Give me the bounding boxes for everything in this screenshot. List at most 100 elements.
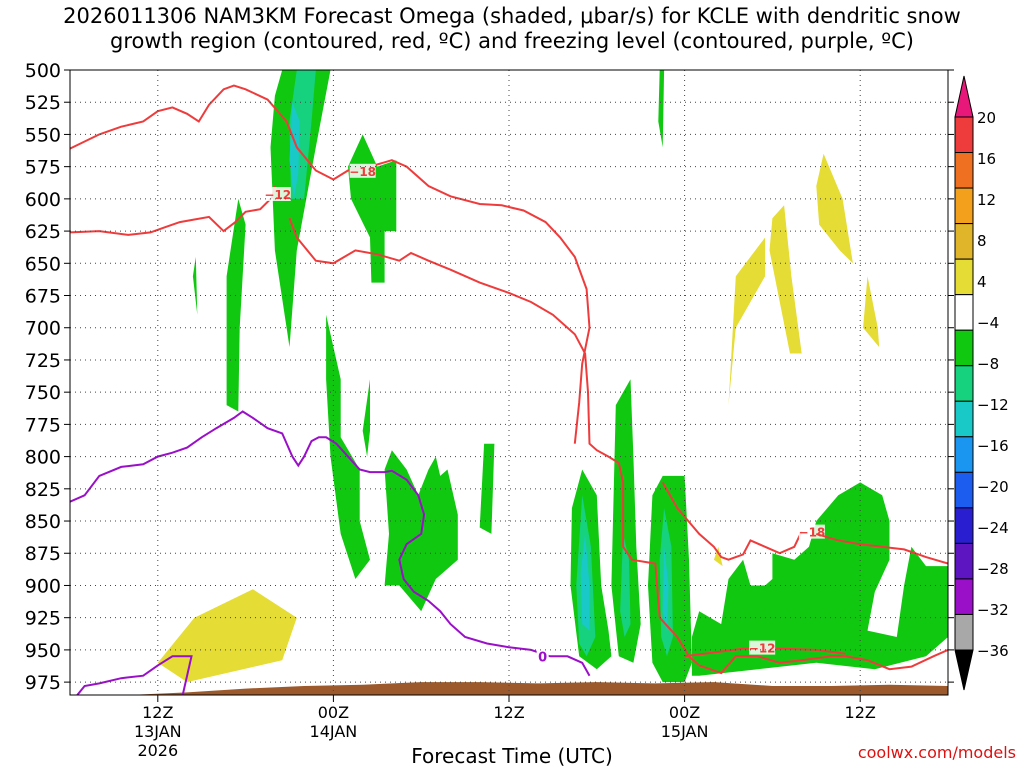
y-tick-label-750: 750 bbox=[25, 382, 61, 404]
colorbar-cell-1 bbox=[954, 152, 974, 189]
dgz-label-bg-0 bbox=[264, 187, 291, 201]
colorbar-label-5: −4 bbox=[977, 314, 999, 332]
x-tick-label-54: 12Z bbox=[845, 703, 876, 722]
plot-area: −12 −18 −18 −12 0 bbox=[70, 70, 948, 695]
freezing-level-line bbox=[70, 410, 591, 677]
freezing-level-secondary bbox=[76, 655, 193, 695]
colorbar-cell-6 bbox=[954, 329, 974, 367]
y-tick-label-700: 700 bbox=[25, 318, 61, 340]
dgz-contour-3 bbox=[661, 481, 803, 561]
colorbar-cell-14 bbox=[954, 613, 974, 651]
omega-region-3 bbox=[816, 153, 853, 264]
y-tick-label-525: 525 bbox=[25, 92, 61, 114]
y-tick-label-925: 925 bbox=[25, 608, 61, 630]
chart-title-line1: 2026011306 NAM3KM Forecast Omega (shaded… bbox=[63, 4, 961, 28]
x-tick-year-6: 2026 bbox=[137, 741, 178, 760]
colorbar-cell-9 bbox=[954, 436, 974, 473]
dgz-contour-0 bbox=[70, 185, 276, 236]
colorbar-cell-13 bbox=[954, 578, 974, 615]
y-tick-label-875: 875 bbox=[25, 543, 61, 565]
colorbar-cell-12 bbox=[954, 542, 974, 580]
x-tick-label-42: 00Z bbox=[669, 703, 700, 722]
dgz-label-0: −12 bbox=[264, 188, 291, 202]
omega-region-1 bbox=[728, 237, 766, 406]
omega-region-7 bbox=[270, 70, 331, 348]
terrain bbox=[70, 682, 948, 695]
colorbar-label-4: 4 bbox=[977, 273, 987, 291]
dgz-label-5: −12 bbox=[749, 642, 776, 656]
x-tick-date-6: 13JAN bbox=[134, 722, 182, 741]
freezing-label: 0 bbox=[538, 650, 547, 665]
omega-region-6 bbox=[226, 198, 246, 412]
colorbar-cell-2 bbox=[954, 187, 974, 225]
axes: 500 525 550 575 600 625 650 675 700 725 750 775 800 8… bbox=[25, 60, 954, 760]
freezing-label-bg bbox=[536, 649, 549, 664]
colorbar-cell-8 bbox=[954, 400, 974, 438]
y-tick-label-800: 800 bbox=[25, 447, 61, 469]
y-tick-label-975: 975 bbox=[25, 672, 61, 694]
dgz-contour-4 bbox=[816, 532, 948, 565]
omega-core-6 bbox=[662, 546, 669, 631]
y-tick-label-500: 500 bbox=[25, 60, 61, 82]
omega-region-0 bbox=[157, 589, 297, 683]
colorbar-label-8: −16 bbox=[977, 437, 1009, 455]
y-tick-label-650: 650 bbox=[25, 253, 61, 275]
omega-region-5 bbox=[713, 546, 723, 567]
grid bbox=[70, 69, 948, 695]
colorbar-cell-11 bbox=[954, 507, 974, 544]
colorbar: 20 16 12 8 4 −4 −8 −12 −16 −20 −24 −28 −32 −36 bbox=[954, 75, 1009, 691]
y-tick-label-675: 675 bbox=[25, 286, 61, 308]
colorbar-label-3: 8 bbox=[977, 232, 987, 250]
omega-core-1 bbox=[289, 102, 300, 199]
colorbar-label-13: −36 bbox=[977, 642, 1009, 660]
colorbar-cell-3 bbox=[954, 223, 974, 260]
colorbar-label-2: 12 bbox=[977, 191, 996, 209]
omega-core-3 bbox=[580, 533, 590, 631]
colorbar-bottom-triangle bbox=[954, 649, 974, 691]
colorbar-label-9: −20 bbox=[977, 478, 1009, 496]
colorbar-cell-10 bbox=[954, 471, 974, 509]
omega-region-11 bbox=[362, 379, 370, 457]
chart-title-line2: growth region (contoured, red, ºC) and f… bbox=[110, 29, 914, 53]
x-tick-date-42: 15JAN bbox=[661, 722, 709, 741]
omega-region-15 bbox=[611, 379, 641, 663]
colorbar-cell-0 bbox=[954, 116, 974, 154]
x-tick-date-18: 14JAN bbox=[310, 722, 358, 741]
y-tick-label-550: 550 bbox=[25, 124, 61, 146]
chart-title: 2026011306 NAM3KM Forecast Omega (shaded… bbox=[0, 4, 1024, 54]
y-tick-label-900: 900 bbox=[25, 575, 61, 597]
y-tick-label-775: 775 bbox=[25, 414, 61, 436]
omega-region-4 bbox=[863, 276, 880, 348]
dgz-label-bg-5 bbox=[749, 640, 776, 655]
omega-region-16 bbox=[658, 70, 665, 148]
omega-region-8 bbox=[192, 256, 198, 315]
dgz-contour-2 bbox=[288, 217, 948, 675]
omega-region-10 bbox=[326, 314, 370, 579]
colorbar-label-0: 20 bbox=[977, 109, 996, 127]
colorbar-label-12: −32 bbox=[977, 601, 1009, 619]
y-tick-label-575: 575 bbox=[25, 157, 61, 179]
x-tick-label-6: 12Z bbox=[142, 703, 173, 722]
dgz-label-bg-1 bbox=[349, 163, 376, 178]
x-tick-label-30: 12Z bbox=[493, 703, 524, 722]
omega-region-13 bbox=[479, 443, 495, 534]
colorbar-label-11: −28 bbox=[977, 560, 1009, 578]
y-tick-label-950: 950 bbox=[25, 640, 61, 662]
y-tick-label-850: 850 bbox=[25, 511, 61, 533]
colorbar-top-triangle bbox=[954, 75, 974, 118]
y-tick-label-600: 600 bbox=[25, 189, 61, 211]
colorbar-label-6: −8 bbox=[977, 355, 999, 373]
colorbar-label-1: 16 bbox=[977, 150, 996, 168]
colorbar-cell-5 bbox=[954, 294, 974, 331]
dgz-label-1: −18 bbox=[349, 165, 376, 179]
dgz-label-3: −18 bbox=[799, 526, 826, 540]
omega-region-18 bbox=[691, 482, 948, 676]
x-axis-label: Forecast Time (UTC) bbox=[411, 744, 613, 768]
omega-region-9 bbox=[348, 134, 397, 283]
colorbar-cell-4 bbox=[954, 258, 974, 296]
credit-text: coolwx.com/models bbox=[857, 743, 1016, 762]
y-tick-label-825: 825 bbox=[25, 479, 61, 501]
omega-region-2 bbox=[769, 205, 802, 354]
y-tick-label-725: 725 bbox=[25, 350, 61, 372]
